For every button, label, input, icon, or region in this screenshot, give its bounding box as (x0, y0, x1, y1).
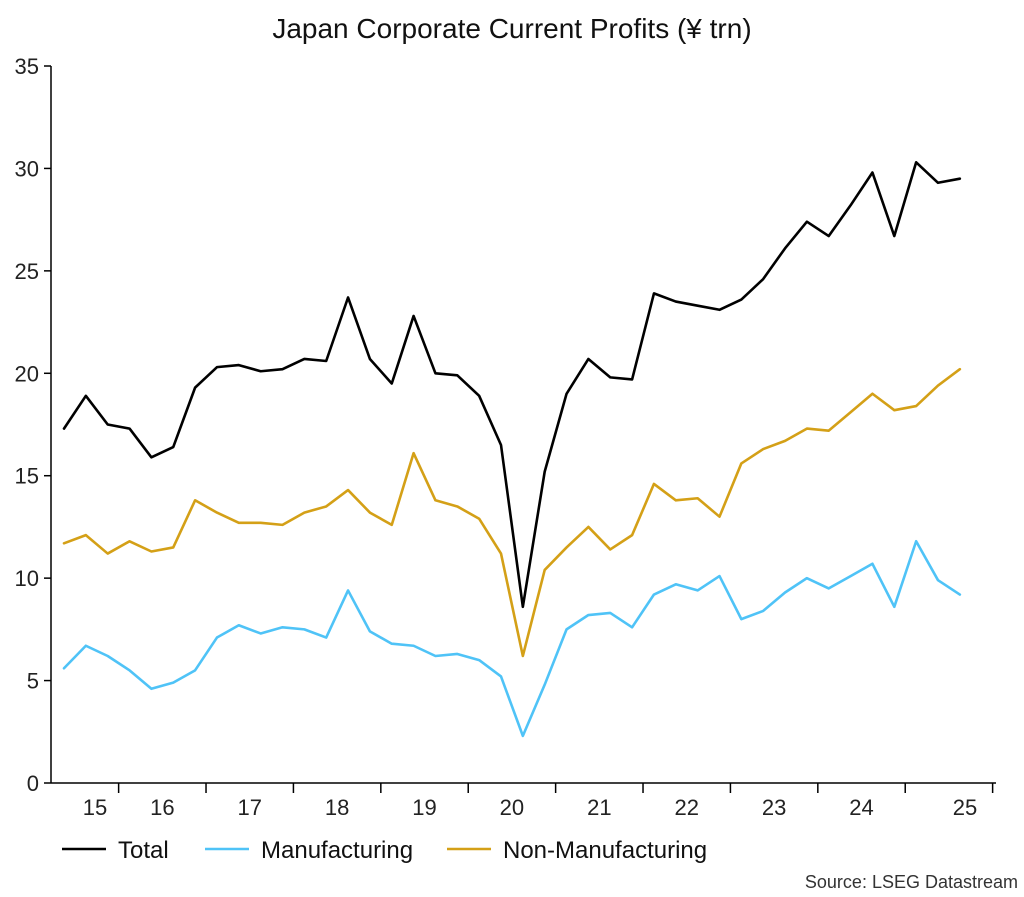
chart-title: Japan Corporate Current Profits (¥ trn) (272, 13, 751, 44)
x-axis: 15 16 17 18 19 20 21 22 23 24 25 (51, 782, 996, 820)
x-tick-label: 15 (83, 795, 107, 820)
x-tick-label: 20 (500, 795, 524, 820)
x-tick-label: 24 (849, 795, 873, 820)
y-tick-label: 20 (15, 361, 39, 386)
y-tick-label: 10 (15, 566, 39, 591)
legend: Total Manufacturing Non-Manufacturing (62, 837, 707, 864)
y-tick-label: 35 (15, 54, 39, 79)
x-tick-label: 23 (762, 795, 786, 820)
y-tick-label: 30 (15, 156, 39, 181)
x-tick-label: 17 (237, 795, 261, 820)
x-tick-label: 19 (412, 795, 436, 820)
y-tick-label: 5 (27, 669, 39, 694)
series-line-non-manufacturing (62, 367, 962, 658)
y-tick-label: 25 (15, 259, 39, 284)
series-line-manufacturing (62, 539, 962, 738)
series-lines (62, 160, 962, 738)
x-tick-label: 16 (150, 795, 174, 820)
x-tick-label: 18 (325, 795, 349, 820)
x-tick-label: 21 (587, 795, 611, 820)
source-note: Source: LSEG Datastream (805, 872, 1018, 892)
y-tick-label: 15 (15, 464, 39, 489)
legend-label-non-manufacturing: Non-Manufacturing (503, 837, 707, 864)
y-tick-label: 0 (27, 771, 39, 796)
legend-label-manufacturing: Manufacturing (261, 837, 413, 864)
y-axis: 0 5 10 15 20 25 30 35 (15, 54, 52, 796)
x-tick-label: 25 (953, 795, 977, 820)
series-line-total (62, 160, 962, 609)
legend-label-total: Total (118, 837, 169, 864)
x-tick-label: 22 (674, 795, 698, 820)
